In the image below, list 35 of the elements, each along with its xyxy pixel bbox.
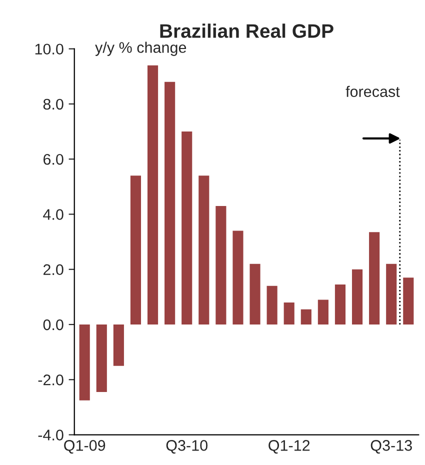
bar xyxy=(96,324,107,392)
y-tick-label: 6.0 xyxy=(44,154,64,165)
x-tick-label: Q3-10 xyxy=(166,440,208,454)
x-tick-label: Q3-13 xyxy=(370,440,412,454)
bar xyxy=(300,309,312,325)
y-tick-label: -4.0 xyxy=(38,430,64,440)
bar xyxy=(284,302,294,325)
bar xyxy=(318,300,328,325)
y-tick-label: 0.0 xyxy=(43,319,64,330)
bar xyxy=(403,278,414,325)
bar xyxy=(113,324,124,366)
bar xyxy=(352,269,363,325)
annotation: forecast xyxy=(346,86,400,98)
y-tick-label: -2.0 xyxy=(38,374,64,386)
chart-title: Brazilian Real GDP xyxy=(160,24,334,38)
y-tick-label: 2.0 xyxy=(43,264,64,276)
bar xyxy=(250,264,260,325)
bar xyxy=(334,284,346,325)
bar xyxy=(386,264,397,325)
bar xyxy=(182,132,192,325)
y-tick-label: 8.0 xyxy=(43,98,64,110)
bar xyxy=(232,230,244,325)
y-axis-title: y/y % change xyxy=(95,42,186,56)
x-tick-label: Q1-12 xyxy=(268,440,310,454)
x-tick-label: Q1-09 xyxy=(64,440,106,454)
bar xyxy=(130,176,142,325)
bar xyxy=(147,65,158,325)
y-tick-label: 4.0 xyxy=(43,209,64,220)
bar xyxy=(369,232,380,325)
bar xyxy=(216,206,226,325)
bar xyxy=(79,324,90,400)
bar xyxy=(164,82,176,325)
y-tick-label: 10.0 xyxy=(35,44,64,55)
bar xyxy=(198,176,210,325)
bar xyxy=(266,286,278,325)
